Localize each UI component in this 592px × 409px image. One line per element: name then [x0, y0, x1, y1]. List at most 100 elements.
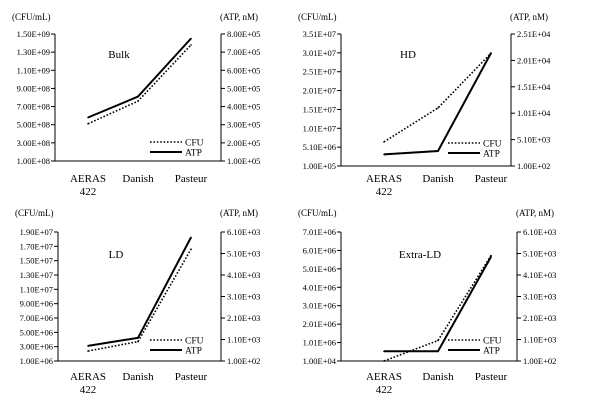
right-tick-label: 2.10E+03: [523, 313, 556, 323]
right-tick-label: 3.10E+03: [227, 292, 260, 302]
series-line-atp: [87, 236, 192, 347]
chart-panel-hd: 1.00E+05 5.10E+06 1.01E+07 1.51E+07 2.01E+07…: [298, 12, 551, 198]
chart-panel-extra-ld: 1.00E+04 1.01E+06 2.01E+06 3.01E+06 4.01E+06…: [298, 208, 556, 396]
left-axis-unit: (CFU/mL): [298, 208, 337, 218]
series-line-atp: [87, 37, 192, 119]
category-label: 422: [80, 384, 97, 396]
panel-title: Bulk: [108, 49, 130, 61]
category-label: Danish: [422, 371, 454, 383]
series-line-cfu: [383, 52, 492, 143]
left-tick-label: 5.00E+06: [20, 327, 53, 337]
left-tick-label: 7.01E+06: [303, 227, 336, 237]
data-point-atp: [437, 350, 439, 353]
right-tick-label: 3.10E+03: [523, 292, 556, 302]
right-tick-label: 2.51E+04: [517, 29, 551, 39]
data-point-cfu: [87, 123, 89, 125]
category-label: AERAS: [70, 173, 106, 185]
category-label: Danish: [422, 173, 454, 185]
right-axis-unit: (ATP, nM): [220, 12, 258, 22]
right-tick-label: 1.00E+02: [517, 161, 550, 171]
data-point-atp: [190, 236, 192, 239]
right-axis-unit: (ATP, nM): [516, 208, 554, 218]
data-point-cfu: [437, 339, 439, 342]
left-tick-label: 1.50E+09: [17, 29, 50, 39]
data-point-atp: [490, 255, 492, 258]
left-tick-label: 2.01E+07: [303, 86, 336, 96]
category-label: Danish: [122, 371, 154, 383]
right-tick-label: 6.00E+05: [227, 65, 260, 75]
left-tick-label: 6.01E+06: [303, 245, 336, 255]
left-tick-label: 4.01E+06: [303, 282, 336, 292]
panel-title: Extra-LD: [399, 249, 441, 261]
data-point-cfu: [137, 100, 139, 102]
right-tick-label: 5.10E+03: [523, 249, 556, 259]
left-tick-label: 5.00E+08: [17, 120, 50, 130]
left-tick-label: 2.01E+06: [303, 319, 336, 329]
series-line-atp: [384, 256, 492, 353]
category-label: Danish: [122, 173, 154, 185]
chart-panel-ld: 1.00E+06 3.00E+06 5.00E+06 7.00E+06 9.00E+06…: [15, 208, 260, 396]
legend-label-cfu: CFU: [483, 140, 502, 150]
data-point-atp: [490, 52, 492, 54]
left-tick-label: 9.00E+06: [20, 299, 53, 309]
data-point-cfu: [190, 248, 192, 250]
right-tick-label: 2.01E+04: [517, 55, 551, 65]
data-point-atp: [383, 153, 385, 156]
right-tick-label: 1.01E+04: [517, 108, 551, 118]
right-tick-label: 6.10E+03: [227, 227, 260, 237]
category-label: Pasteur: [175, 173, 208, 185]
left-tick-label: 1.90E+07: [20, 227, 53, 237]
left-tick-label: 5.01E+06: [303, 264, 336, 274]
left-tick-label: 1.51E+07: [303, 104, 336, 114]
right-tick-label: 7.00E+05: [227, 47, 260, 57]
panel-title: LD: [109, 249, 124, 261]
series-line-atp: [383, 52, 492, 156]
left-tick-label: 3.00E+08: [17, 138, 50, 148]
left-axis-unit: (CFU/mL): [15, 208, 54, 218]
panel-title: HD: [400, 49, 416, 61]
right-tick-label: 5.00E+05: [227, 83, 260, 93]
right-tick-label: 2.00E+05: [227, 138, 260, 148]
data-point-atp: [383, 350, 385, 353]
right-tick-label: 4.00E+05: [227, 102, 260, 112]
legend-label-cfu: CFU: [483, 337, 502, 347]
right-tick-label: 5.10E+03: [227, 249, 260, 259]
data-point-atp: [87, 116, 89, 119]
category-label: Pasteur: [475, 371, 508, 383]
left-tick-label: 3.51E+07: [303, 29, 336, 39]
left-tick-label: 2.51E+07: [303, 67, 336, 77]
left-tick-label: 1.00E+05: [303, 161, 336, 171]
left-tick-label: 1.10E+07: [20, 284, 53, 294]
right-tick-label: 6.10E+03: [523, 227, 556, 237]
data-point-cfu: [383, 360, 385, 362]
data-point-atp: [437, 150, 439, 152]
left-tick-label: 3.01E+07: [303, 48, 336, 58]
data-point-atp: [87, 345, 89, 347]
left-tick-label: 7.00E+08: [17, 102, 50, 112]
left-tick-label: 1.00E+08: [17, 156, 50, 166]
left-tick-label: 1.01E+07: [303, 123, 336, 133]
data-point-cfu: [383, 141, 385, 143]
data-point-atp: [137, 337, 139, 339]
category-label: AERAS: [70, 371, 106, 383]
right-tick-label: 1.10E+03: [523, 335, 556, 345]
right-tick-label: 1.10E+03: [227, 335, 260, 345]
data-point-cfu: [437, 107, 439, 109]
legend-label-cfu: CFU: [185, 337, 204, 347]
legend-label-cfu: CFU: [185, 139, 204, 149]
left-tick-label: 1.30E+07: [20, 270, 53, 280]
data-point-cfu: [137, 340, 139, 343]
left-tick-label: 3.00E+06: [20, 342, 53, 352]
left-tick-label: 7.00E+06: [20, 313, 53, 323]
left-axis-unit: (CFU/mL): [298, 12, 337, 22]
right-tick-label: 4.10E+03: [523, 270, 556, 280]
right-tick-label: 1.51E+04: [517, 82, 551, 92]
left-tick-label: 1.00E+04: [303, 356, 337, 366]
series-line-cfu: [383, 255, 492, 362]
left-tick-label: 9.00E+08: [17, 83, 50, 93]
left-tick-label: 1.50E+07: [20, 256, 53, 266]
left-tick-label: 3.01E+06: [303, 301, 336, 311]
right-tick-label: 5.10E+03: [517, 135, 550, 145]
data-point-cfu: [490, 254, 492, 257]
